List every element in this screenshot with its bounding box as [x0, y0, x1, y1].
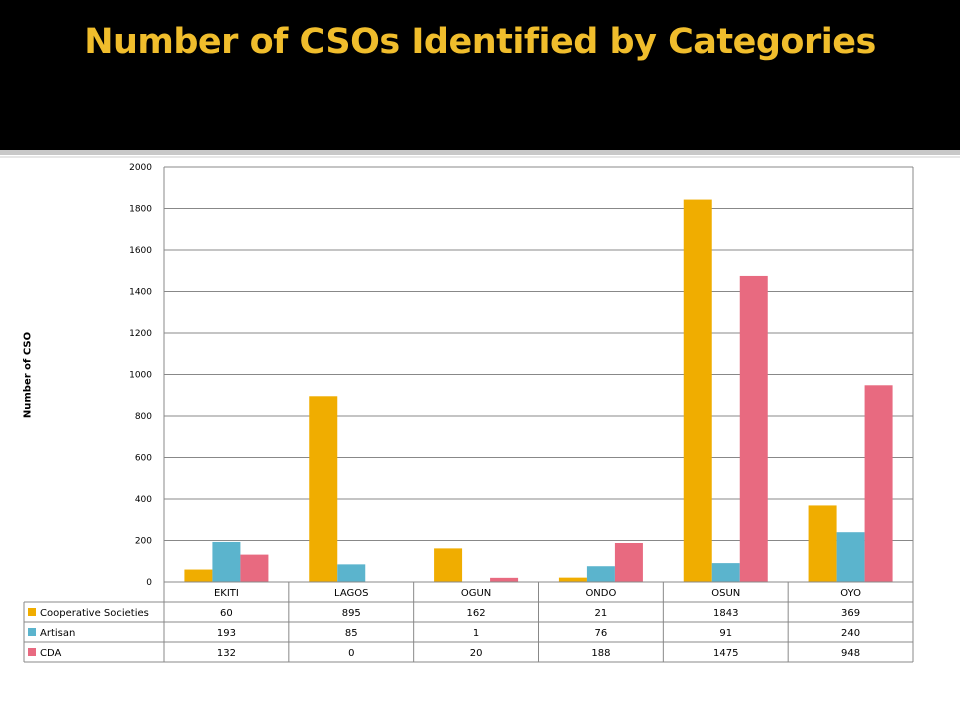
bar-artisan-osun [711, 563, 740, 582]
bar-cooperative-societies-ekiti [184, 569, 213, 582]
y-tick-label-1600: 1600 [129, 246, 152, 256]
bar-cooperative-societies-osun [683, 199, 712, 582]
y-tick-label-200: 200 [135, 537, 152, 547]
y-tick-label-600: 600 [135, 454, 152, 464]
data-label-cda-oyo: 948 [841, 648, 860, 659]
slide-title: Number of CSOs Identified by Categories [84, 22, 876, 62]
x-category-label-ondo: ONDO [585, 588, 616, 599]
data-label-cooperative-societies-ondo: 21 [595, 608, 608, 619]
data-label-artisan-lagos: 85 [345, 628, 358, 639]
data-label-artisan-ogun: 1 [473, 628, 479, 639]
data-label-cooperative-societies-ekiti: 60 [220, 608, 233, 619]
data-label-cooperative-societies-osun: 1843 [713, 608, 738, 619]
y-tick-label-400: 400 [135, 495, 152, 505]
title-bar [0, 0, 960, 150]
y-tick-label-800: 800 [135, 412, 152, 422]
data-label-cda-lagos: 0 [348, 648, 354, 659]
data-label-cda-osun: 1475 [713, 648, 738, 659]
data-label-cooperative-societies-lagos: 895 [342, 608, 361, 619]
data-label-artisan-oyo: 240 [841, 628, 860, 639]
bar-cda-osun [739, 275, 768, 582]
data-label-cda-ekiti: 132 [217, 648, 236, 659]
bar-cooperative-societies-lagos [309, 396, 338, 582]
bar-cooperative-societies-oyo [808, 505, 837, 582]
y-tick-label-0: 0 [146, 578, 152, 588]
bar-cooperative-societies-ogun [434, 548, 463, 582]
bar-cooperative-societies-ondo [558, 577, 587, 582]
y-tick-label-1000: 1000 [129, 371, 152, 381]
legend-label-cooperative-societies: Cooperative Societies [40, 608, 149, 619]
data-label-cooperative-societies-ogun: 162 [467, 608, 486, 619]
x-category-label-lagos: LAGOS [334, 588, 368, 599]
bar-cda-oyo [864, 385, 893, 582]
data-label-cda-ogun: 20 [470, 648, 483, 659]
legend-label-artisan: Artisan [40, 628, 75, 639]
bar-artisan-oyo [836, 532, 865, 582]
y-tick-label-2000: 2000 [129, 163, 152, 173]
x-category-label-ekiti: EKITI [214, 588, 239, 599]
bar-artisan-ondo [586, 566, 615, 582]
x-category-label-ogun: OGUN [461, 588, 491, 599]
bar-cda-ekiti [240, 554, 269, 582]
legend-key-cda [28, 648, 36, 656]
x-category-label-osun: OSUN [711, 588, 740, 599]
bar-cda-ondo [614, 542, 643, 582]
y-tick-label-1800: 1800 [129, 205, 152, 215]
bar-artisan-lagos [337, 564, 366, 582]
title-divider-shadow [0, 156, 960, 158]
data-label-artisan-ekiti: 193 [217, 628, 236, 639]
data-label-cda-ondo: 188 [591, 648, 610, 659]
legend-key-artisan [28, 628, 36, 636]
data-label-artisan-ondo: 76 [595, 628, 608, 639]
bar-cda-ogun [490, 577, 519, 582]
data-label-cooperative-societies-oyo: 369 [841, 608, 860, 619]
x-category-label-oyo: OYO [840, 588, 861, 599]
y-tick-label-1400: 1400 [129, 288, 152, 298]
legend-label-cda: CDA [40, 648, 62, 659]
data-label-artisan-osun: 91 [719, 628, 732, 639]
bar-artisan-ekiti [212, 541, 241, 582]
title-divider [0, 150, 960, 155]
legend-key-cooperative-societies [28, 608, 36, 616]
y-tick-label-1200: 1200 [129, 329, 152, 339]
